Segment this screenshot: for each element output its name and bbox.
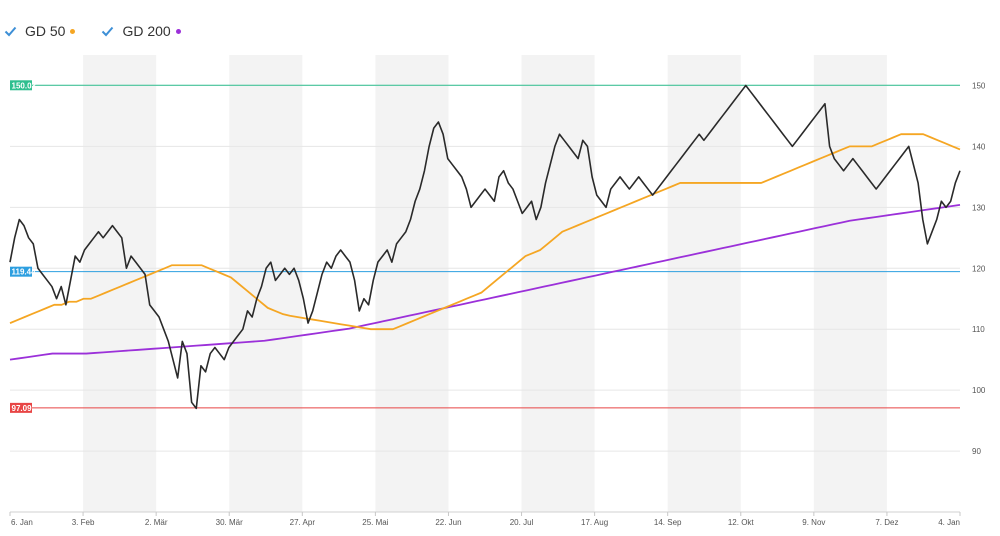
x-tick-label: 27. Apr bbox=[290, 518, 316, 527]
series-line bbox=[9, 84, 961, 410]
legend-item-gd50[interactable]: GD 50 bbox=[4, 23, 76, 39]
reference-lines bbox=[10, 84, 960, 409]
x-tick-label: 9. Nov bbox=[802, 518, 825, 527]
series-line bbox=[9, 204, 961, 361]
background-band bbox=[229, 55, 303, 512]
y-tick-label: 120 bbox=[972, 264, 986, 273]
y-tick-label: 110 bbox=[972, 325, 985, 334]
checkbox-checked-icon[interactable] bbox=[101, 25, 114, 38]
checkbox-checked-icon[interactable] bbox=[4, 25, 17, 38]
y-tick-label: 100 bbox=[972, 386, 986, 395]
x-tick-label: 12. Okt bbox=[728, 518, 755, 527]
x-tick-label: 7. Dez bbox=[875, 518, 898, 527]
x-axis: 6. Jan 3. Feb 2. Mär 30. Mär 27. Apr 25. Mai 2… bbox=[9, 512, 961, 527]
background-band bbox=[375, 55, 449, 512]
chart-legend: GD 50 GD 200 bbox=[4, 20, 207, 42]
x-tick-label: 2. Mär bbox=[145, 518, 168, 527]
legend-item-gd200[interactable]: GD 200 bbox=[101, 23, 181, 39]
x-tick-label: 14. Sep bbox=[654, 518, 682, 527]
reference-line-labels: 150.03 119.44 97.09 bbox=[10, 80, 37, 413]
x-tick-label: 20. Jul bbox=[510, 518, 534, 527]
x-tick-label: 3. Feb bbox=[72, 518, 95, 527]
x-tick-label: 6. Jan bbox=[11, 518, 33, 527]
reference-label-text: 150.03 bbox=[12, 81, 37, 90]
x-tick-label: 17. Aug bbox=[581, 518, 608, 527]
y-tick-label: 130 bbox=[972, 203, 986, 212]
background-band bbox=[667, 55, 741, 512]
reference-label-badge bbox=[10, 266, 32, 277]
series-line bbox=[9, 133, 961, 331]
y-tick-label: 140 bbox=[972, 142, 986, 151]
legend-dot-gd200 bbox=[175, 28, 181, 34]
reference-label-badge bbox=[10, 402, 32, 413]
legend-dot-gd50 bbox=[70, 28, 76, 34]
reference-label-text: 97.09 bbox=[12, 404, 33, 413]
reference-label-badge bbox=[10, 80, 32, 91]
y-axis: 90 100 110 120 130 140 150 bbox=[972, 81, 986, 456]
reference-label-text: 119.44 bbox=[12, 268, 37, 277]
background-band bbox=[83, 55, 157, 512]
background-bands bbox=[83, 55, 887, 512]
x-tick-label: 4. Jan bbox=[938, 518, 960, 527]
legend-label-gd50: GD 50 bbox=[25, 23, 66, 39]
y-tick-label: 150 bbox=[972, 81, 986, 90]
x-tick-label: 22. Jun bbox=[435, 518, 461, 527]
y-tick-label: 90 bbox=[972, 447, 981, 456]
x-tick-label: 30. Mär bbox=[216, 518, 243, 527]
legend-label-gd200: GD 200 bbox=[122, 23, 171, 39]
series-lines bbox=[9, 84, 961, 410]
background-band bbox=[813, 55, 887, 512]
x-tick-label: 25. Mai bbox=[362, 518, 388, 527]
